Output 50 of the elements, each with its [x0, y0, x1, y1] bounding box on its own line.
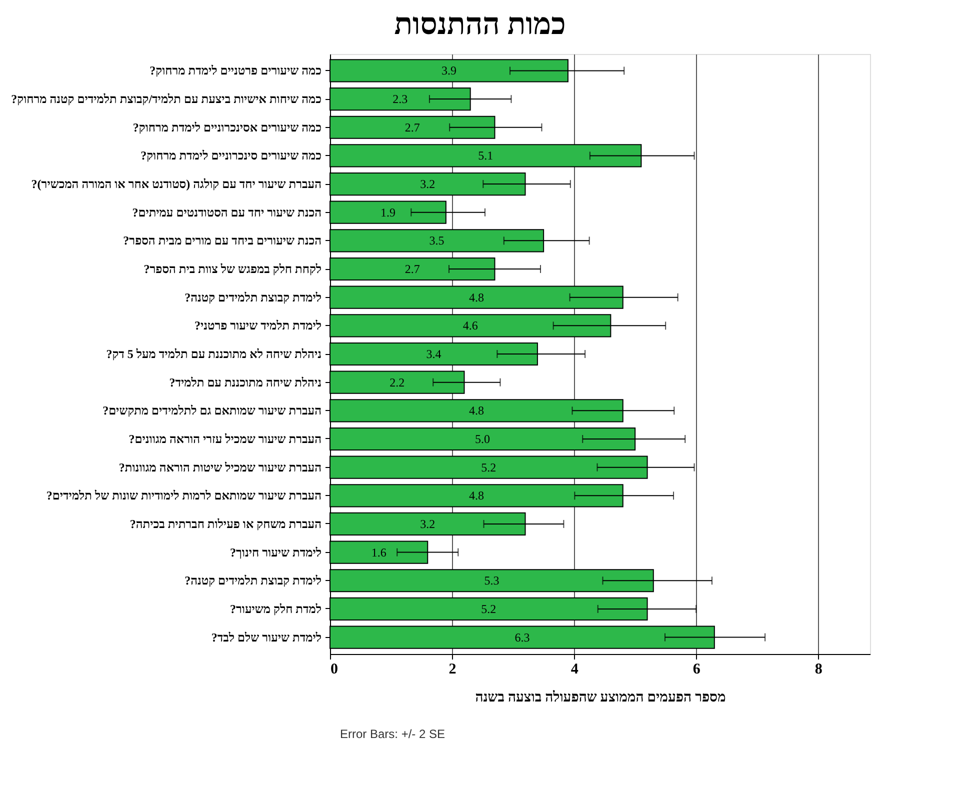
y-tick-label: לימדת שיעור שלם לבד? — [211, 630, 322, 644]
data-label: 5.2 — [481, 602, 496, 616]
data-label: 3.4 — [426, 347, 442, 361]
data-label: 4.8 — [468, 290, 484, 304]
data-label: 5.1 — [478, 148, 494, 163]
data-label: 1.9 — [380, 205, 396, 220]
y-tick-label: למדת חלק משיעור? — [230, 602, 322, 616]
y-tick-label: הכנת שיעורים ביחד עם מורים מבית הספר? — [123, 234, 322, 248]
y-tick-label: לימדת תלמיד שיעור פרטני? — [194, 318, 322, 333]
data-label: 6.3 — [514, 630, 530, 644]
y-tick-label: לימדת קבוצת תלמידים קטנה? — [184, 290, 322, 304]
y-tick-label: לימדת קבוצת תלמידים קטנה? — [184, 574, 322, 588]
y-tick-label: העברת שיעור שמכיל שיטות הוראה מגוונות? — [118, 460, 322, 474]
y-tick-label: כמה שיעורים סינכרוניים לימדת מרחוק? — [140, 148, 322, 163]
x-axis-title: מספר הפעמים הממוצע שהפעולה בוצעה בשנה — [475, 690, 726, 706]
data-label: 4.8 — [468, 404, 484, 418]
data-label: 4.8 — [468, 488, 484, 503]
y-tick-label: כמה שיחות אישיות ביצעת עם תלמיד/קבוצת תלמידים קטנה מרחוק? — [11, 92, 322, 106]
y-tick-label: לקחת חלק במפגש של צוות בית הספר? — [144, 262, 322, 276]
x-tick-label: 8 — [814, 662, 822, 678]
y-tick-label: העברת שיעור שמותאם גם לתלמידים מתקשים? — [102, 404, 322, 418]
x-tick-label: 6 — [692, 662, 701, 678]
y-tick-label: לימדת שיעור חינוך? — [230, 545, 322, 560]
data-label: 2.7 — [404, 262, 420, 276]
y-tick-label: ניהלת שיחה לא מתוכננת עם תלמיד מעל 5 דק? — [106, 347, 322, 361]
data-label: 3.2 — [420, 177, 436, 192]
y-tick-label: העברת שיעור שמותאם לרמות לימודיות שונות של תלמידים? — [46, 488, 322, 503]
y-tick-label: ניהלת שיחה מתוכננת עם תלמיד? — [169, 375, 322, 390]
data-label: 3.5 — [429, 234, 444, 248]
y-tick-label: העברת שיעור יחד עם קולגה (סטודנט אחר או המורה המכשיר)? — [31, 177, 322, 192]
text: Error Bars: +/- 2 SE — [340, 727, 446, 741]
y-tick-label: כמה שיעורים פרטניים לימדת מרחוק? — [150, 64, 322, 78]
data-label: 5.0 — [475, 432, 490, 446]
data-label: 5.3 — [484, 574, 500, 588]
data-label: 2.3 — [392, 92, 408, 106]
y-tick-label: העברת שיעור שמכיל עזרי הוראה מגוונים? — [128, 432, 322, 446]
data-label: 2.7 — [404, 120, 420, 134]
y-tick-label: העברת משחק או פעילות חברתית בכיתה? — [130, 516, 322, 531]
data-label: 4.6 — [462, 318, 478, 333]
data-label: 3.2 — [420, 516, 436, 531]
x-tick-label: 2 — [448, 662, 456, 678]
data-label: 5.2 — [481, 460, 496, 474]
y-tick-label: כמה שיעורים אסינכרוניים לימדת מרחוק? — [132, 120, 322, 134]
x-tick-label: 0 — [330, 662, 338, 678]
data-label: 1.6 — [371, 545, 386, 560]
chart-title: כמות ההתנסות — [394, 8, 566, 41]
y-tick-label: הכנת שיעור יחד עם הסטודנטים עמיתים? — [132, 205, 322, 220]
data-label: 2.2 — [390, 375, 405, 390]
x-tick-label: 4 — [570, 662, 579, 678]
data-label: 3.9 — [441, 64, 456, 78]
